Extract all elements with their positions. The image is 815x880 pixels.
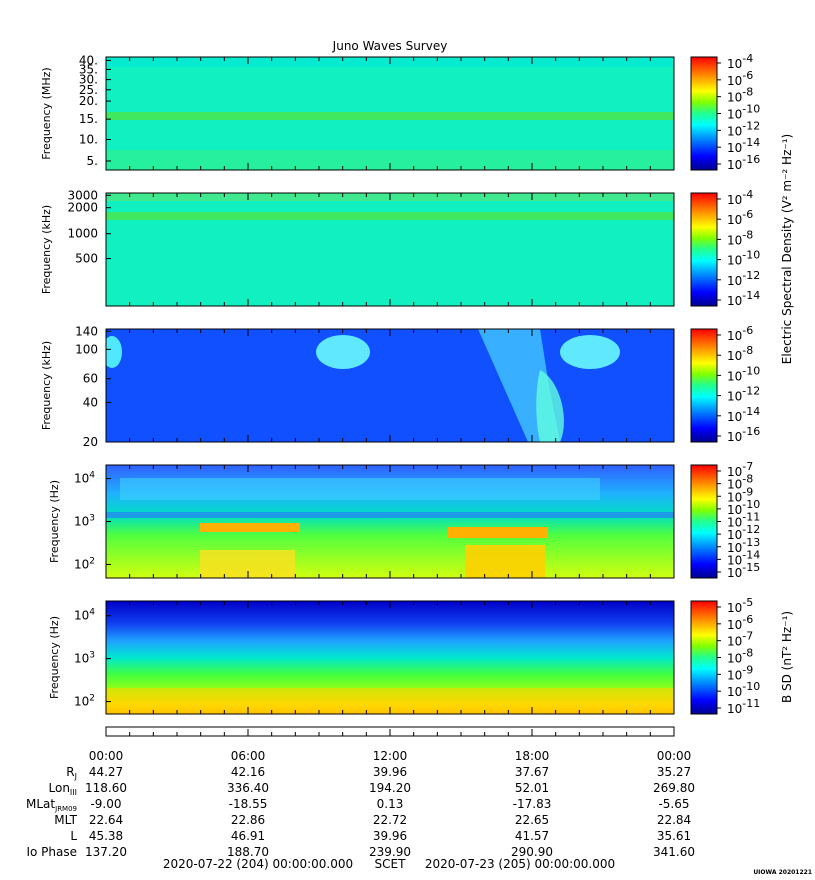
y-tick-label: 25. xyxy=(79,83,98,97)
y-tick-label: 102 xyxy=(74,556,95,571)
colorbar-2 xyxy=(690,192,718,307)
panel-1-band-22mhz xyxy=(106,112,674,120)
panel-2-spectrogram xyxy=(106,193,674,306)
colorbar-tick-label: 10-4 xyxy=(727,188,753,207)
colorbar-tick-label: 10-6 xyxy=(727,613,753,632)
y-tick-label: 5. xyxy=(87,154,98,168)
colorbar-tick-label: 10-12 xyxy=(727,523,760,542)
colorbar-tick-label: 10-6 xyxy=(727,208,753,227)
panel-4-chorus-band xyxy=(200,523,300,532)
y-tick-label: 15. xyxy=(79,112,98,126)
colorbar-tick-label: 10-14 xyxy=(727,548,760,567)
colorbar-label-magnetic: B SD (nT² Hz⁻¹) xyxy=(780,611,794,703)
y-tick-label: 100 xyxy=(75,342,98,356)
colorbar-tick-label: 10-10 xyxy=(727,498,760,517)
colorbar-tick-label: 10-12 xyxy=(727,269,760,288)
colorbar-tick-label: 10-4 xyxy=(727,52,753,71)
panel-1-ylabel: Frequency (MHz) xyxy=(40,67,53,159)
colorbar-tick-label: 10-8 xyxy=(727,86,753,105)
colorbar-tick-label: 10-9 xyxy=(727,663,753,682)
y-tick-label: 140 xyxy=(75,324,98,338)
colorbar-tick-label: 10-9 xyxy=(727,485,753,504)
y-tick-label: 20. xyxy=(79,94,98,108)
y-tick-label: 104 xyxy=(74,608,95,623)
colorbar-tick-label: 10-11 xyxy=(727,697,760,716)
colorbar-tick-label: 10-7 xyxy=(727,630,753,649)
y-tick-label: 35. xyxy=(79,62,98,76)
colorbar-label-electric: Electric Spectral Density (V² m⁻² Hz⁻¹) xyxy=(780,134,794,364)
colorbar-3 xyxy=(690,328,718,443)
panel-5-ylabel: Frequency (Hz) xyxy=(48,616,61,699)
colorbar-tick-label: 10-6 xyxy=(727,324,753,343)
colorbar-tick-label: 10-10 xyxy=(727,364,760,383)
colorbar-tick-label: 10-15 xyxy=(727,561,760,580)
colorbar-tick-label: 10-10 xyxy=(727,249,760,268)
y-tick-label: 60 xyxy=(83,372,98,386)
colorbar-4 xyxy=(690,464,718,579)
colorbar-tick-label: 10-5 xyxy=(727,596,753,615)
y-tick-label: 40. xyxy=(79,53,98,67)
panel-2-ylabel: Frequency (kHz) xyxy=(40,205,53,294)
y-tick-label: 3000 xyxy=(67,188,98,202)
panel-4-emission-band xyxy=(120,478,600,500)
y-tick-label: 20 xyxy=(83,435,98,449)
y-tick-label: 1000 xyxy=(67,227,98,241)
panel-3-emission-blob xyxy=(560,335,620,369)
colorbar-tick-label: 10-14 xyxy=(727,136,760,155)
colorbar-tick-label: 10-16 xyxy=(727,153,760,172)
y-tick-label: 102 xyxy=(74,694,95,709)
colorbar-1 xyxy=(690,56,718,171)
y-tick-label: 40 xyxy=(83,395,98,409)
panel-4-spectrogram xyxy=(106,465,674,578)
panel-4-cutoff-band xyxy=(106,512,674,518)
y-tick-label: 103 xyxy=(74,514,95,529)
colorbar-tick-label: 10-10 xyxy=(727,680,760,699)
y-tick-label: 103 xyxy=(74,651,95,666)
colorbar-tick-label: 10-8 xyxy=(727,647,753,666)
colorbar-tick-label: 10-8 xyxy=(727,473,753,492)
panel-2-band-1700khz xyxy=(106,212,674,220)
colorbar-tick-label: 10-13 xyxy=(727,536,760,555)
colorbar-tick-label: 10-16 xyxy=(727,425,760,444)
panel-5-spectrogram xyxy=(106,601,674,714)
y-tick-label: 10. xyxy=(79,132,98,146)
colorbar-tick-label: 10-7 xyxy=(727,460,753,479)
panel-4-ylabel: Frequency (Hz) xyxy=(48,480,61,563)
label-layer: Frequency (MHz) 40.35.30.25.20. 15. 10. 5. 10… xyxy=(40,52,760,716)
colorbar-tick-label: 10-8 xyxy=(727,228,753,247)
colorbar-tick-label: 10-6 xyxy=(727,69,753,88)
panel-3-spectrogram xyxy=(106,329,674,442)
panel-3-emission-blob xyxy=(106,336,122,368)
credit-stamp: UIOWA 20201221 xyxy=(753,869,812,876)
colorbar-tick-label: 10-14 xyxy=(727,405,760,424)
colorbar-tick-label: 10-11 xyxy=(727,511,760,530)
panel-3-emission-blob xyxy=(316,335,370,369)
colorbar-tick-label: 10-10 xyxy=(727,103,760,122)
panel-2-background xyxy=(106,193,674,306)
tick-layer xyxy=(105,57,721,736)
panel-4-chorus-band xyxy=(448,527,548,538)
colorbar-tick-label: 10-14 xyxy=(727,289,760,308)
y-tick-label: 30. xyxy=(79,73,98,87)
colorbar-tick-label: 10-12 xyxy=(727,385,760,404)
colorbar-5 xyxy=(690,600,718,715)
chart-title: Juno Waves Survey xyxy=(332,39,448,53)
panel-4-hiss-band xyxy=(465,545,545,578)
panel-1-spectrogram xyxy=(106,57,674,170)
y-tick-label: 104 xyxy=(74,471,95,486)
colorbar-tick-label: 10-12 xyxy=(727,119,760,138)
panel-3-ylabel: Frequency (kHz) xyxy=(40,341,53,430)
y-tick-label: 500 xyxy=(75,252,98,266)
panel-3-emission-plume xyxy=(536,370,564,442)
colorbar-tick-label: 10-8 xyxy=(727,344,753,363)
y-tick-label: 2000 xyxy=(67,201,98,215)
